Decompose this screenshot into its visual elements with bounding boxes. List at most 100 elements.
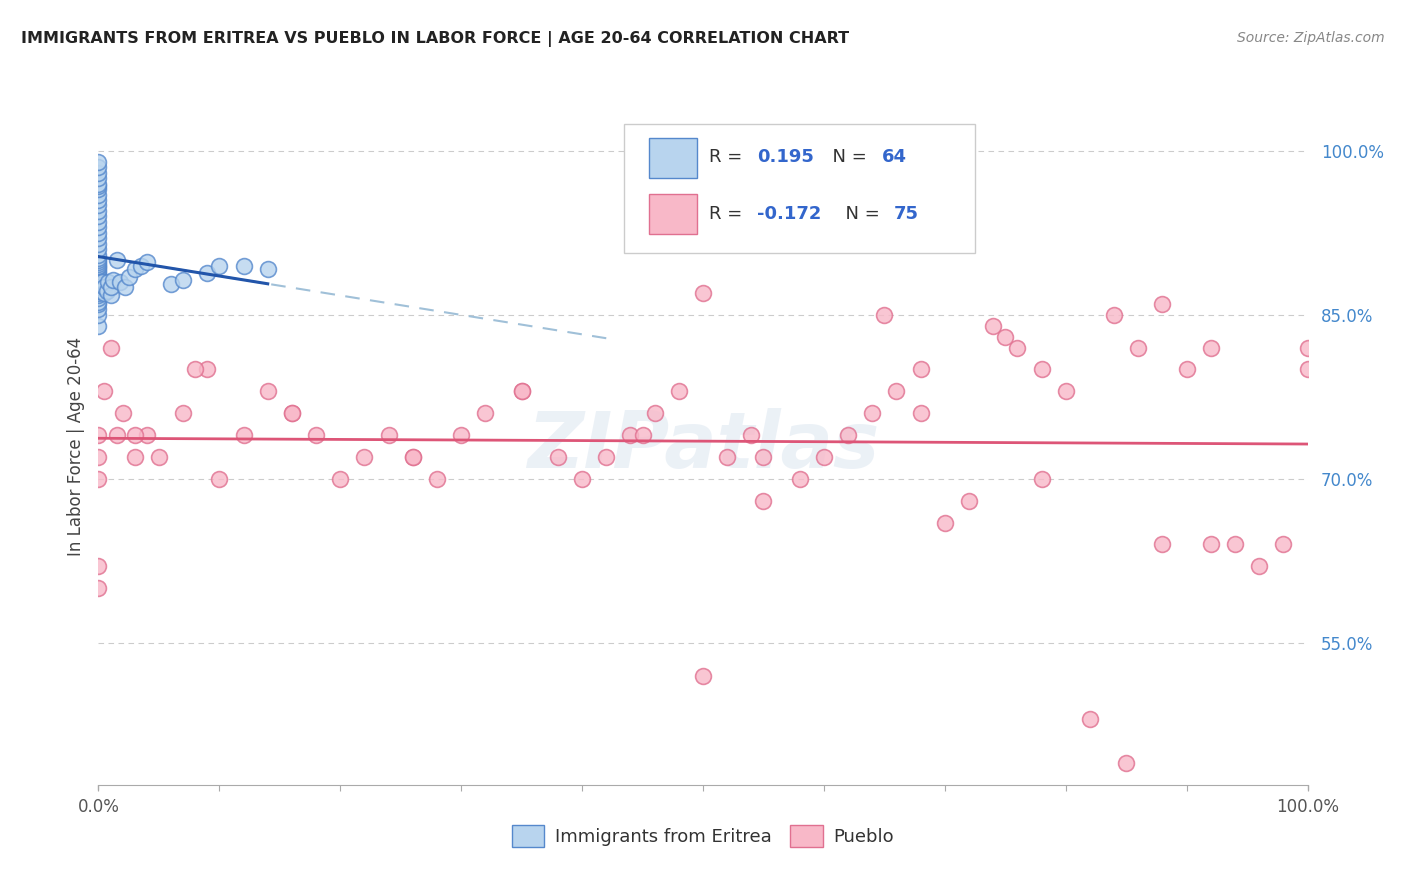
Point [87,559,110,574]
Point [256,261,278,276]
Point [87,259,110,273]
Point [450,428,472,442]
Point [87,193,110,207]
Point [87,255,110,269]
Text: R =: R = [709,147,748,166]
Point [100,341,122,355]
Point [1078,712,1101,726]
Point [510,384,533,399]
Text: R =: R = [709,205,748,223]
Point [87,280,110,294]
Point [93,285,115,300]
Legend: Immigrants from Eritrea, Pueblo: Immigrants from Eritrea, Pueblo [505,817,901,854]
Point [172,406,194,420]
Point [981,318,1004,333]
Point [631,428,654,442]
Point [129,259,152,273]
Point [93,280,115,294]
Point [1007,341,1029,355]
Point [124,261,146,276]
Point [87,166,110,180]
Point [87,210,110,224]
Point [87,318,110,333]
Bar [648,194,697,235]
Point [377,428,399,442]
FancyBboxPatch shape [624,124,976,252]
Y-axis label: In Labor Force | Age 20-64: In Labor Force | Age 20-64 [66,336,84,556]
Point [100,280,122,294]
Point [873,308,896,322]
Point [100,288,122,302]
Point [87,203,110,218]
Point [87,273,110,287]
Point [87,292,110,306]
Point [105,428,128,442]
Point [281,406,304,420]
Point [87,247,110,261]
Point [510,384,533,399]
Point [571,472,593,486]
Point [1223,537,1246,551]
Point [1152,537,1174,551]
Point [1296,362,1319,376]
Point [111,406,134,420]
Point [934,516,956,530]
Point [87,260,110,274]
Text: 75: 75 [894,205,920,223]
Point [87,258,110,272]
Point [910,362,932,376]
Point [195,362,218,376]
Text: N =: N = [821,147,873,166]
Point [87,261,110,276]
Point [87,268,110,283]
Point [644,406,666,420]
Point [87,428,110,442]
Point [813,450,835,464]
Point [426,472,449,486]
Point [232,259,254,273]
Point [87,226,110,240]
Point [87,242,110,256]
Point [87,472,110,486]
Point [208,472,231,486]
Point [87,236,110,251]
Point [281,406,304,420]
Point [87,284,110,298]
Point [96,284,118,298]
Point [87,160,110,174]
Point [87,198,110,212]
Point [232,428,254,442]
Point [87,264,110,278]
Point [1102,308,1125,322]
Point [1031,472,1053,486]
Point [692,668,714,682]
Point [87,275,110,289]
Point [1054,384,1077,399]
Point [87,215,110,229]
Point [87,288,110,302]
Point [837,428,859,442]
Point [87,302,110,317]
Point [148,450,170,464]
Point [1031,362,1053,376]
Point [716,450,738,464]
Text: 64: 64 [882,147,907,166]
Point [93,384,115,399]
Point [910,406,932,420]
Point [87,171,110,186]
Point [108,275,131,289]
Point [1249,559,1271,574]
Text: ZIPatlas: ZIPatlas [527,408,879,484]
Point [305,428,328,442]
Point [1199,537,1222,551]
Point [87,270,110,285]
Point [87,251,110,265]
Point [256,384,278,399]
Text: IMMIGRANTS FROM ERITREA VS PUEBLO IN LABOR FORCE | AGE 20-64 CORRELATION CHART: IMMIGRANTS FROM ERITREA VS PUEBLO IN LAB… [21,31,849,47]
Point [860,406,883,420]
Text: 0.195: 0.195 [758,147,814,166]
Point [87,154,110,169]
Point [208,259,231,273]
Point [595,450,617,464]
Point [1175,362,1198,376]
